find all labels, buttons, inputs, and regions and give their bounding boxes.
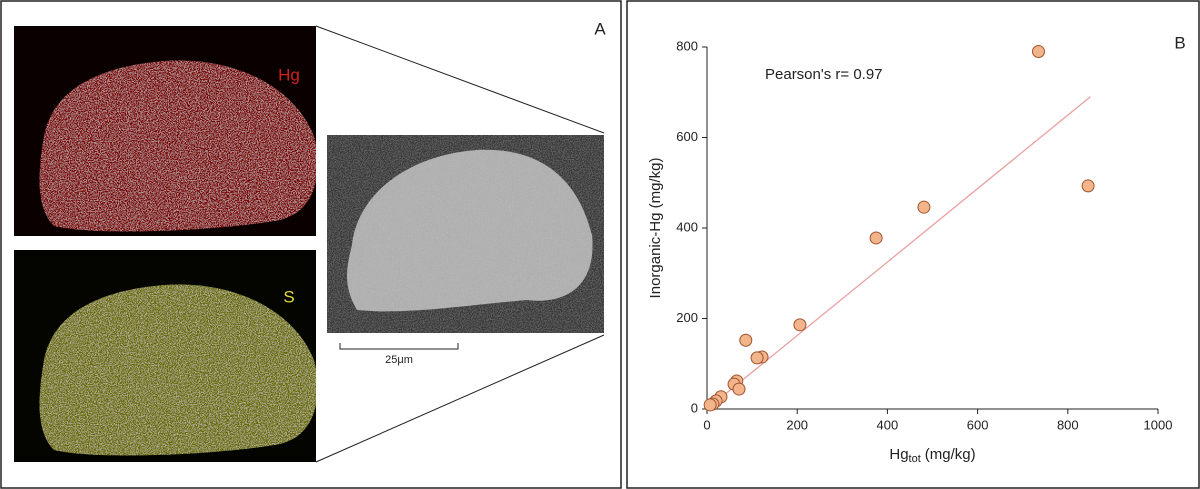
x-tick-label: 1000 <box>1144 417 1173 432</box>
data-point <box>869 231 883 245</box>
data-point <box>750 351 764 365</box>
y-tick-label: 400 <box>676 219 698 234</box>
x-label-main: Hg <box>889 446 908 463</box>
connector <box>315 25 605 134</box>
x-tick-label: 800 <box>1057 417 1079 432</box>
data-point <box>739 333 753 347</box>
annotation: Pearson's r= 0.97 <box>765 66 883 83</box>
panel-label: B <box>1174 33 1185 52</box>
data-point <box>732 382 746 396</box>
y-tick-label: 200 <box>676 310 698 325</box>
panel-label: A <box>594 19 606 38</box>
x-axis-label: Hgtot (mg/kg) <box>889 446 975 465</box>
data-point <box>1031 45 1045 59</box>
x-tick-label: 200 <box>786 417 808 432</box>
map-label: S <box>283 287 294 306</box>
y-tick-label: 0 <box>691 400 698 415</box>
x-label-unit: (mg/kg) <box>925 446 976 463</box>
data-point <box>917 200 931 214</box>
scale-bar <box>339 343 459 350</box>
connector <box>315 334 605 463</box>
x-tick-label: 400 <box>877 417 899 432</box>
y-tick-label: 600 <box>676 129 698 144</box>
x-tick-label: 600 <box>967 417 989 432</box>
x-tick-label: 0 <box>703 417 710 432</box>
data-point <box>1081 179 1095 193</box>
data-point <box>703 398 717 412</box>
x-label-sub: tot <box>909 453 921 465</box>
hg-map: Hg <box>14 26 316 236</box>
s-map: S <box>14 250 316 462</box>
scale-label: 25μm <box>385 354 413 366</box>
fit-line <box>706 96 1091 410</box>
y-tick-label: 800 <box>676 38 698 53</box>
panel-a-frame <box>0 0 622 489</box>
y-axis-label: Inorganic-Hg (mg/kg) <box>647 158 664 299</box>
data-point <box>793 318 807 332</box>
map-label: Hg <box>278 65 300 84</box>
panel-b-frame <box>626 0 1200 489</box>
sem-image <box>327 135 604 333</box>
